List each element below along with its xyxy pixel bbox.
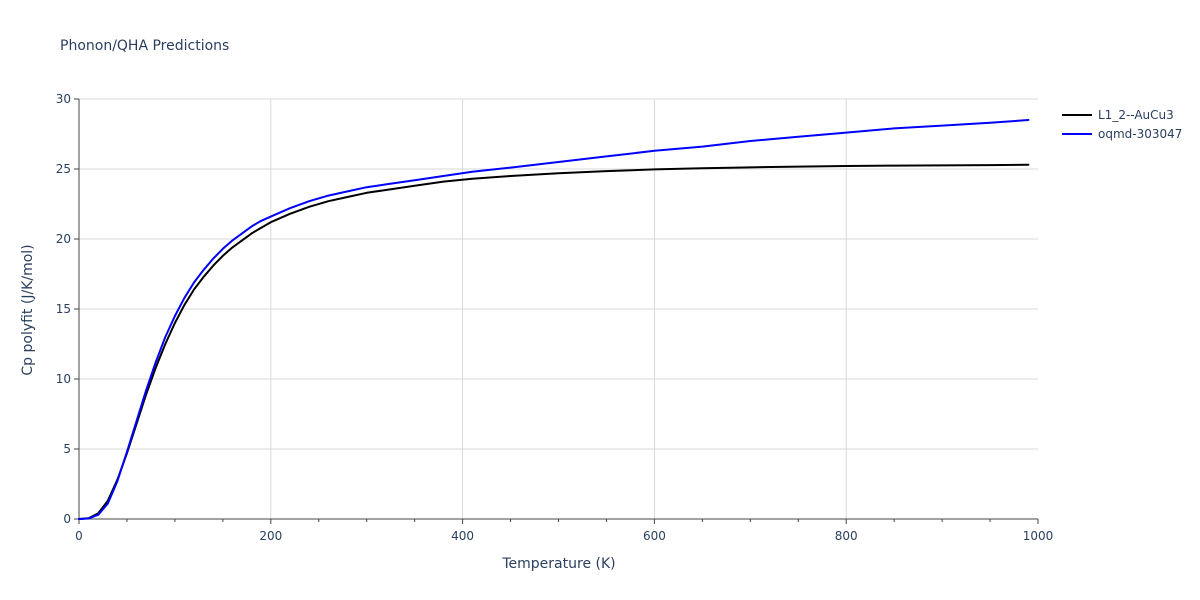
y-axis-title: Cp polyfit (J/K/mol) xyxy=(20,244,36,375)
legend-label: L1_2--AuCu3 xyxy=(1098,108,1174,122)
x-tick-label: 600 xyxy=(643,529,666,543)
x-tick-label: 200 xyxy=(259,529,282,543)
legend[interactable]: L1_2--AuCu3 oqmd-303047 xyxy=(1062,108,1182,141)
legend-item[interactable]: oqmd-303047 xyxy=(1062,127,1182,141)
plot-area xyxy=(78,119,1030,520)
x-tick-label: 0 xyxy=(75,529,83,543)
x-tick-label: 800 xyxy=(835,529,858,543)
series-line-2 xyxy=(78,119,1030,520)
y-tick-label: 5 xyxy=(63,442,71,456)
x-axis-title: Temperature (K) xyxy=(501,556,615,572)
x-tick-label: 1000 xyxy=(1023,529,1054,543)
y-tick-label: 20 xyxy=(56,232,71,246)
y-tick-label: 10 xyxy=(56,372,71,386)
y-tick-label: 25 xyxy=(56,162,71,176)
y-tick-label: 15 xyxy=(56,302,71,316)
y-tick-label: 30 xyxy=(56,92,71,106)
series-line-1 xyxy=(78,163,1030,520)
grid xyxy=(79,98,1038,519)
legend-item[interactable]: L1_2--AuCu3 xyxy=(1062,108,1174,122)
axes: 0 5 10 15 20 25 30 0 200 400 600 800 1000 xyxy=(56,92,1054,543)
y-tick-label: 0 xyxy=(63,512,71,526)
x-tick-label: 400 xyxy=(451,529,474,543)
legend-label: oqmd-303047 xyxy=(1098,127,1182,141)
chart-title: Phonon/QHA Predictions xyxy=(60,38,229,54)
